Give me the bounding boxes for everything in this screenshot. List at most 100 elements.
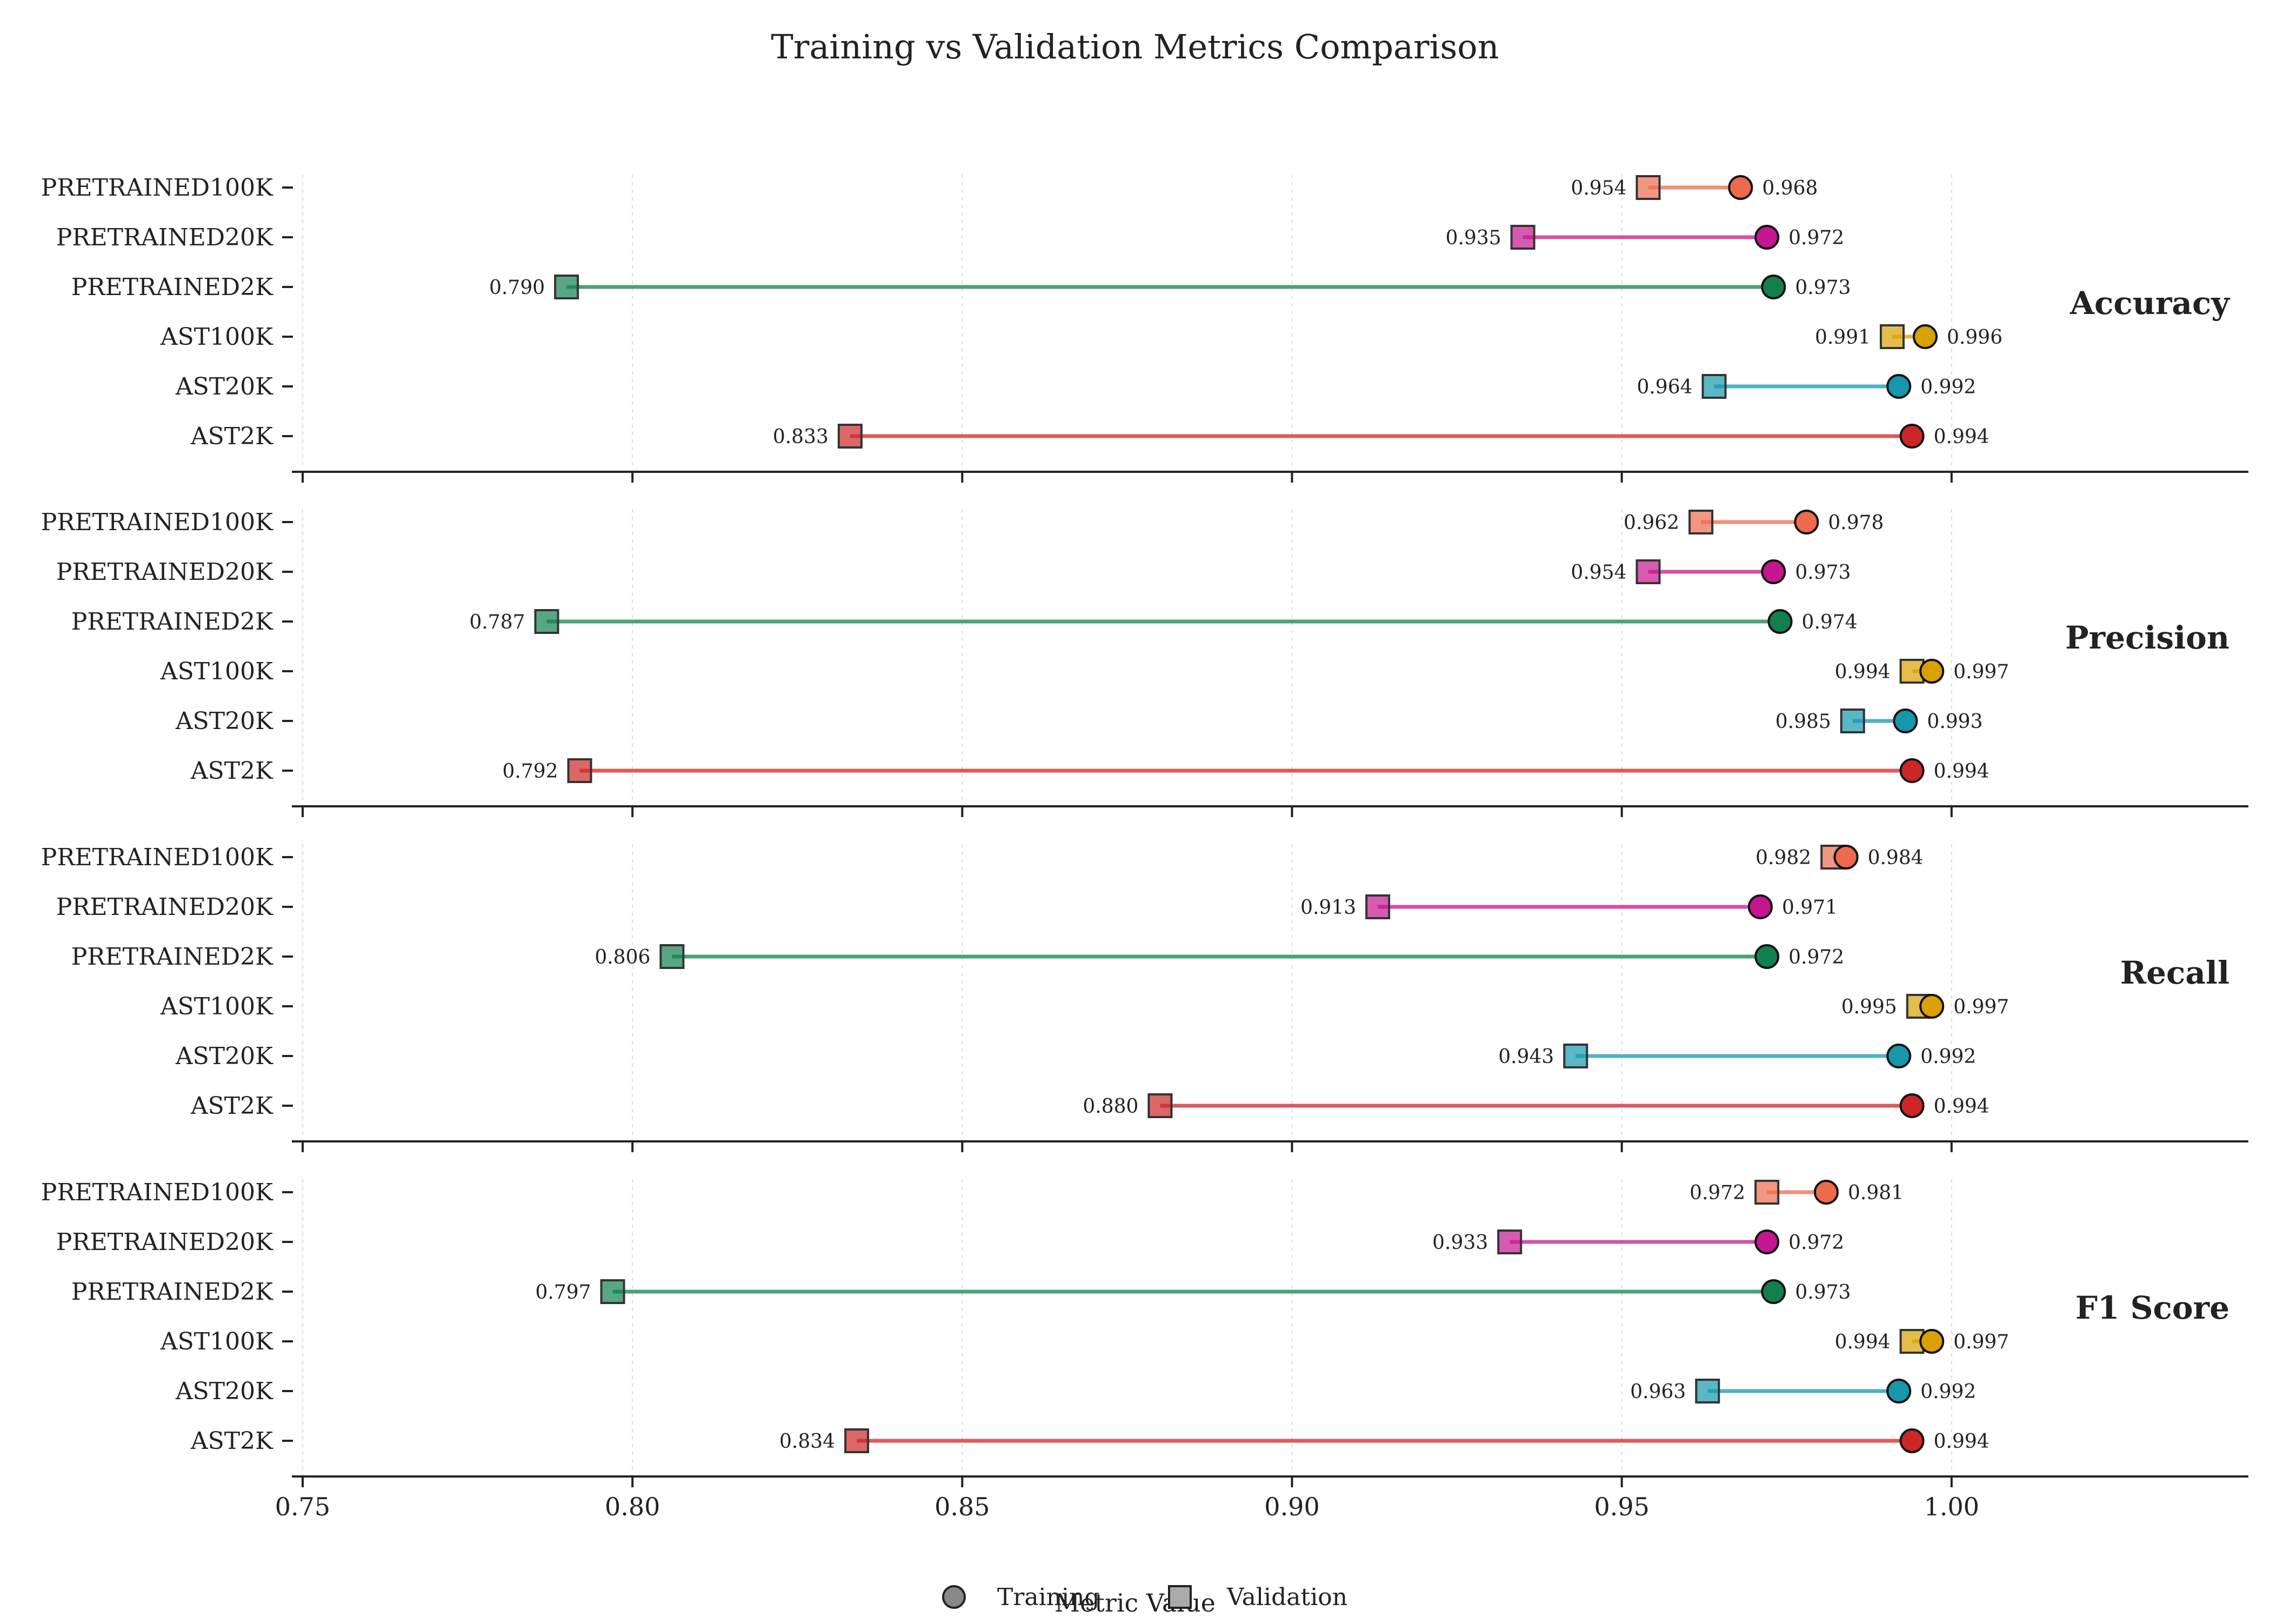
validation-value-label: 0.972 (1690, 1182, 1745, 1204)
category-label: AST100K (160, 323, 273, 351)
training-value-label: 0.981 (1848, 1182, 1904, 1204)
panel-3: 0.75 0.80 0.85 0.90 0.95 1.00 PRETRAINED100K 0.… (41, 1179, 2248, 1521)
validation-marker (1635, 559, 1661, 584)
category-label: PRETRAINED2K (71, 943, 273, 971)
validation-marker (1365, 894, 1391, 919)
category-label: AST20K (175, 1042, 273, 1070)
validation-value-label: 0.935 (1446, 227, 1501, 249)
training-marker (1919, 1329, 1945, 1354)
category-label: PRETRAINED100K (41, 1179, 273, 1206)
metric-label: Precision (2065, 619, 2229, 656)
validation-value-label: 0.991 (1815, 326, 1871, 349)
validation-value-label: 0.797 (535, 1281, 591, 1304)
panel-1: PRETRAINED100K 0.962 0.978 PRETRAINED20K 0.9… (41, 509, 2248, 817)
validation-marker (567, 758, 592, 783)
training-marker (1813, 1180, 1839, 1205)
category-label: PRETRAINED20K (56, 558, 273, 586)
training-marker (1767, 609, 1793, 634)
training-marker (1913, 324, 1938, 349)
category-label: PRETRAINED100K (41, 509, 273, 536)
validation-value-label: 0.994 (1835, 661, 1891, 683)
x-tick-label: 0.90 (1264, 1492, 1319, 1521)
training-marker (1761, 559, 1786, 584)
category-label: PRETRAINED2K (71, 1278, 273, 1306)
validation-marker (1510, 225, 1535, 250)
metric-label: Accuracy (2069, 285, 2231, 322)
validation-marker (1880, 324, 1905, 349)
legend-training-marker (942, 1585, 966, 1609)
validation-value-label: 0.954 (1571, 177, 1626, 199)
training-marker (1899, 1093, 1925, 1118)
category-label: PRETRAINED100K (41, 174, 273, 202)
x-tick-label: 1.00 (1924, 1492, 1979, 1521)
validation-value-label: 0.963 (1630, 1381, 1686, 1403)
validation-marker (1754, 1180, 1780, 1205)
training-marker (1899, 758, 1925, 783)
training-marker (1886, 1044, 1912, 1068)
metric-label: Recall (2120, 954, 2229, 991)
validation-value-label: 0.994 (1835, 1331, 1891, 1353)
category-label: PRETRAINED100K (41, 844, 273, 871)
validation-marker (600, 1279, 625, 1304)
training-marker (1754, 944, 1780, 969)
validation-value-label: 0.833 (773, 426, 829, 448)
validation-value-label: 0.962 (1624, 512, 1679, 534)
training-marker (1919, 659, 1945, 684)
validation-marker (1899, 1329, 1925, 1354)
chart-title: Training vs Validation Metrics Compariso… (771, 27, 1499, 66)
training-value-label: 0.974 (1802, 611, 1858, 633)
panel-0: PRETRAINED100K 0.954 0.968 PRETRAINED20K 0.9… (41, 174, 2248, 483)
category-label: AST2K (190, 757, 273, 785)
category-label: PRETRAINED20K (56, 893, 273, 921)
category-label: AST20K (175, 373, 273, 400)
training-value-label: 0.972 (1788, 227, 1844, 249)
training-value-label: 0.984 (1868, 847, 1924, 869)
x-tick-label: 0.85 (934, 1492, 990, 1521)
training-value-label: 0.992 (1920, 1046, 1976, 1068)
training-value-label: 0.996 (1947, 326, 2002, 349)
legend: Training Validation (942, 1583, 1347, 1611)
validation-value-label: 0.792 (502, 760, 558, 783)
validation-marker (554, 275, 579, 299)
training-marker (1893, 709, 1918, 733)
category-label: PRETRAINED20K (56, 224, 273, 251)
category-label: AST20K (175, 707, 273, 735)
category-label: PRETRAINED2K (71, 273, 273, 301)
validation-value-label: 0.933 (1432, 1232, 1488, 1254)
training-value-label: 0.972 (1788, 1232, 1844, 1254)
validation-value-label: 0.913 (1300, 897, 1356, 919)
training-marker (1899, 424, 1925, 449)
panels: PRETRAINED100K 0.954 0.968 PRETRAINED20K 0.9… (41, 174, 2248, 1521)
training-value-label: 0.973 (1795, 562, 1851, 584)
training-value-label: 0.992 (1920, 376, 1976, 398)
training-value-label: 0.993 (1927, 711, 1982, 733)
training-value-label: 0.968 (1762, 177, 1818, 199)
training-value-label: 0.973 (1795, 1281, 1851, 1304)
category-label: AST2K (190, 423, 273, 450)
training-value-label: 0.973 (1795, 277, 1851, 299)
training-value-label: 0.978 (1828, 512, 1884, 534)
validation-marker (534, 609, 559, 634)
training-marker (1728, 175, 1753, 200)
category-label: PRETRAINED20K (56, 1228, 273, 1256)
category-label: AST100K (160, 658, 273, 685)
training-marker (1794, 510, 1819, 534)
training-value-label: 0.994 (1934, 426, 1989, 448)
validation-value-label: 0.787 (469, 611, 525, 633)
validation-marker (659, 944, 685, 969)
x-tick-label: 0.75 (275, 1492, 330, 1521)
validation-marker (837, 424, 863, 449)
training-value-label: 0.971 (1782, 897, 1838, 919)
training-marker (1754, 1229, 1780, 1254)
training-marker (1747, 894, 1773, 919)
panel-2: PRETRAINED100K 0.982 0.984 PRETRAINED20K 0.9… (41, 844, 2248, 1152)
legend-validation-marker (1168, 1585, 1192, 1609)
validation-marker (1497, 1229, 1523, 1254)
validation-marker (1563, 1044, 1588, 1068)
metric-label: F1 Score (2075, 1289, 2229, 1326)
x-tick-label: 0.95 (1594, 1492, 1649, 1521)
category-label: AST2K (190, 1092, 273, 1120)
validation-value-label: 0.964 (1637, 376, 1692, 398)
legend-validation-label: Validation (1226, 1583, 1347, 1611)
